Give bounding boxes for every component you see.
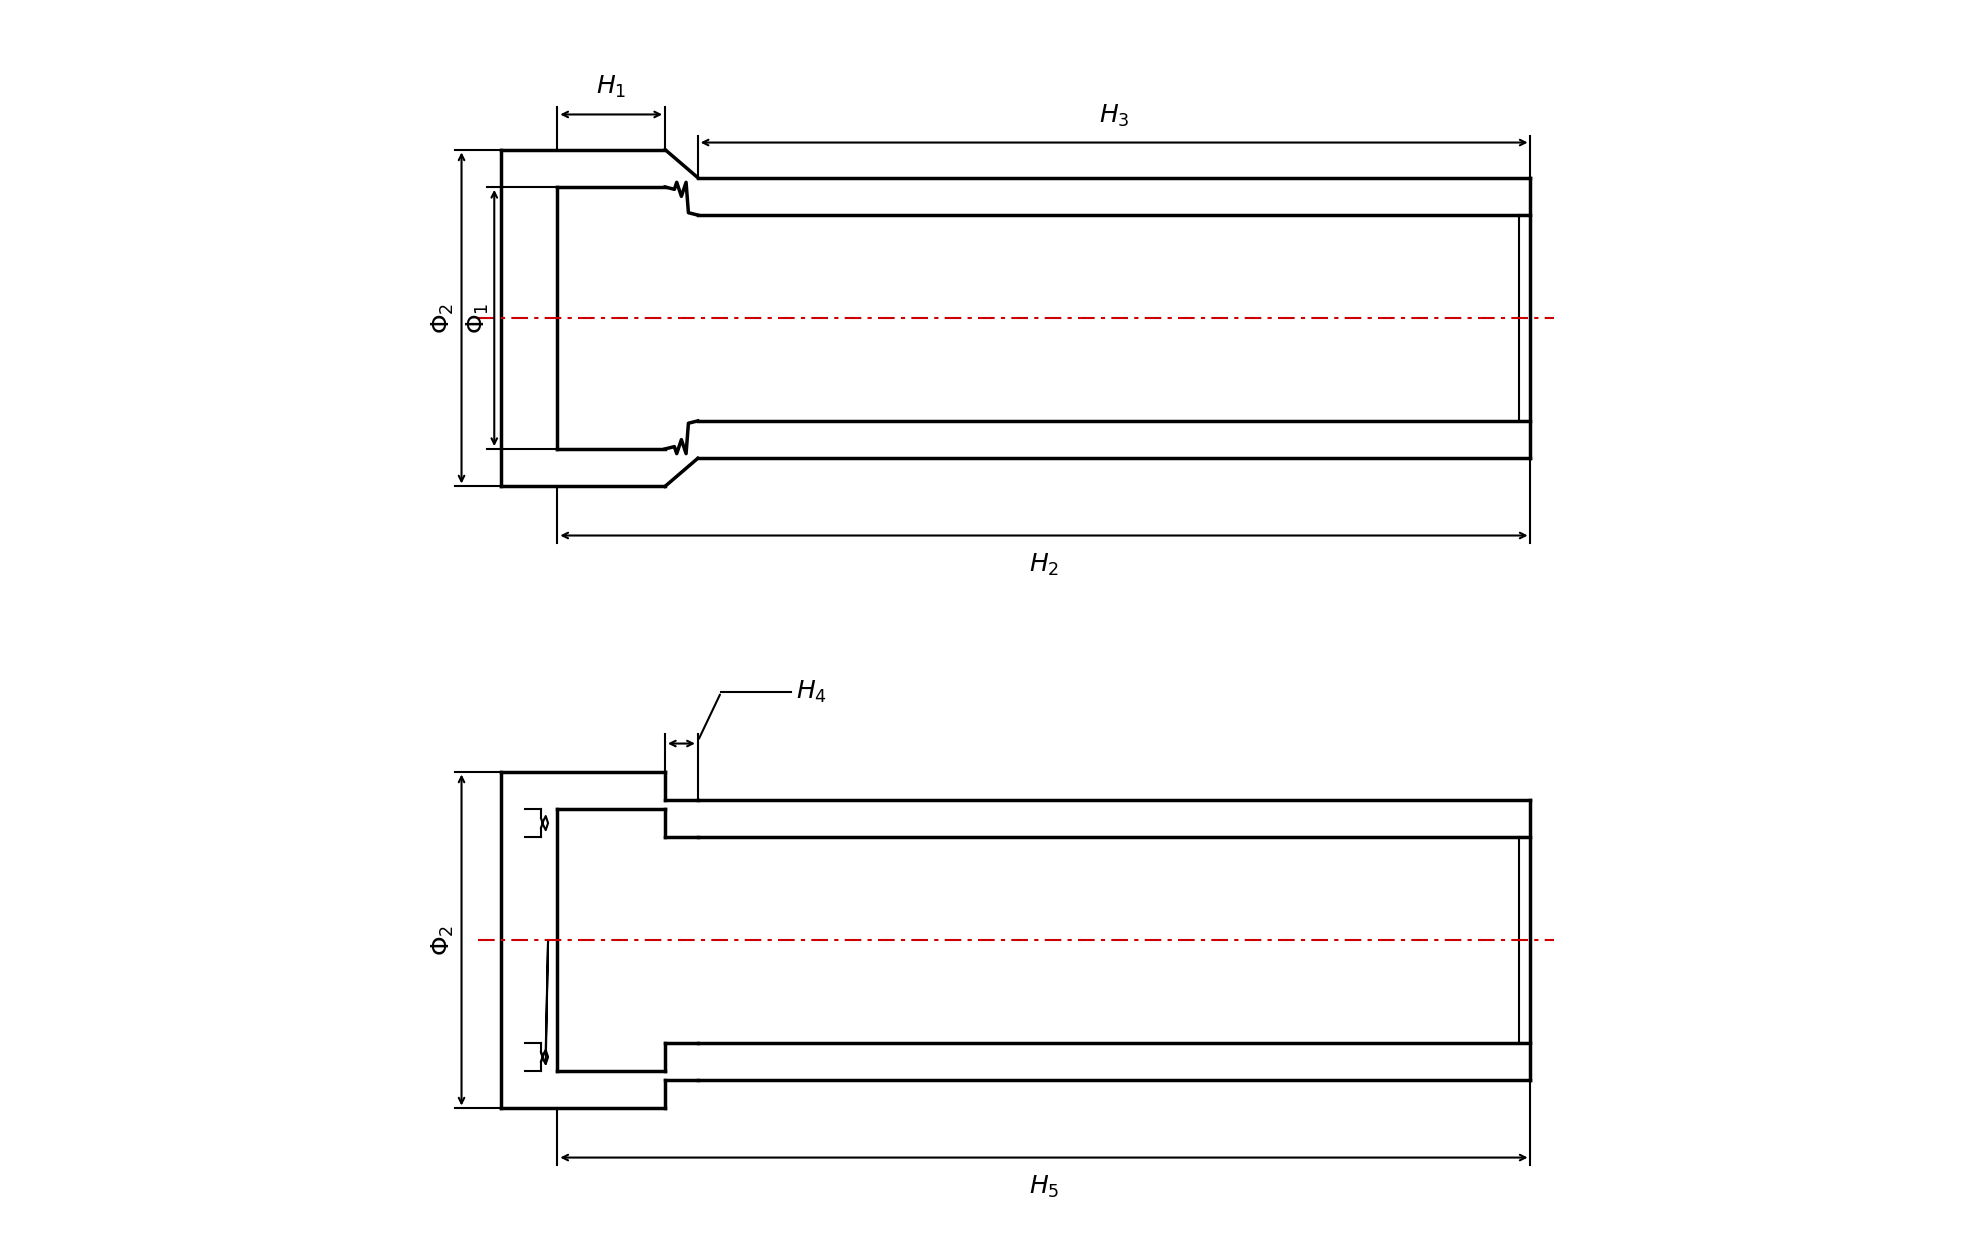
Text: $H_1$: $H_1$ [596,74,627,101]
Text: $H_5$: $H_5$ [1028,1174,1060,1200]
Text: $H_3$: $H_3$ [1100,102,1129,128]
Text: $\Phi_2$: $\Phi_2$ [429,302,457,333]
Text: $\Phi_2$: $\Phi_2$ [429,925,457,956]
Text: $\Phi_1$: $\Phi_1$ [464,302,490,333]
Text: $H_4$: $H_4$ [796,679,828,706]
Text: $H_2$: $H_2$ [1028,552,1060,579]
